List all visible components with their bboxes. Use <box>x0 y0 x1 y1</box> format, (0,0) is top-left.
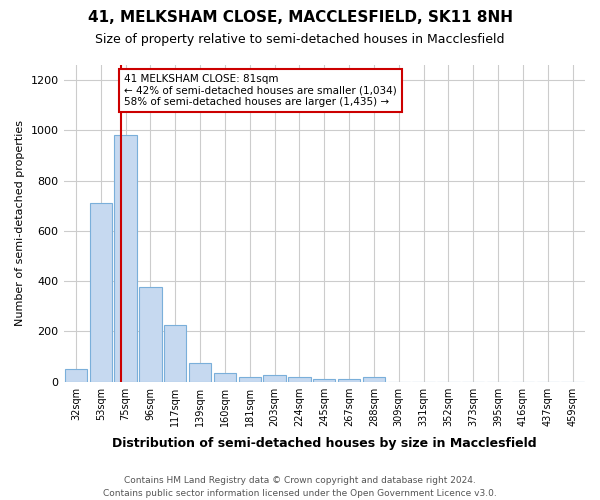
Text: Size of property relative to semi-detached houses in Macclesfield: Size of property relative to semi-detach… <box>95 32 505 46</box>
Text: 41 MELKSHAM CLOSE: 81sqm
← 42% of semi-detached houses are smaller (1,034)
58% o: 41 MELKSHAM CLOSE: 81sqm ← 42% of semi-d… <box>124 74 397 107</box>
Bar <box>164 325 187 382</box>
Bar <box>363 376 385 382</box>
Y-axis label: Number of semi-detached properties: Number of semi-detached properties <box>15 120 25 326</box>
Bar <box>263 376 286 382</box>
Bar <box>239 376 261 382</box>
Text: Contains HM Land Registry data © Crown copyright and database right 2024.
Contai: Contains HM Land Registry data © Crown c… <box>103 476 497 498</box>
Bar <box>338 379 360 382</box>
Bar <box>89 203 112 382</box>
X-axis label: Distribution of semi-detached houses by size in Macclesfield: Distribution of semi-detached houses by … <box>112 437 536 450</box>
Bar <box>214 373 236 382</box>
Bar <box>313 379 335 382</box>
Bar <box>189 363 211 382</box>
Bar <box>139 288 161 382</box>
Bar <box>65 369 87 382</box>
Bar <box>288 376 311 382</box>
Text: 41, MELKSHAM CLOSE, MACCLESFIELD, SK11 8NH: 41, MELKSHAM CLOSE, MACCLESFIELD, SK11 8… <box>88 10 512 25</box>
Bar <box>115 136 137 382</box>
